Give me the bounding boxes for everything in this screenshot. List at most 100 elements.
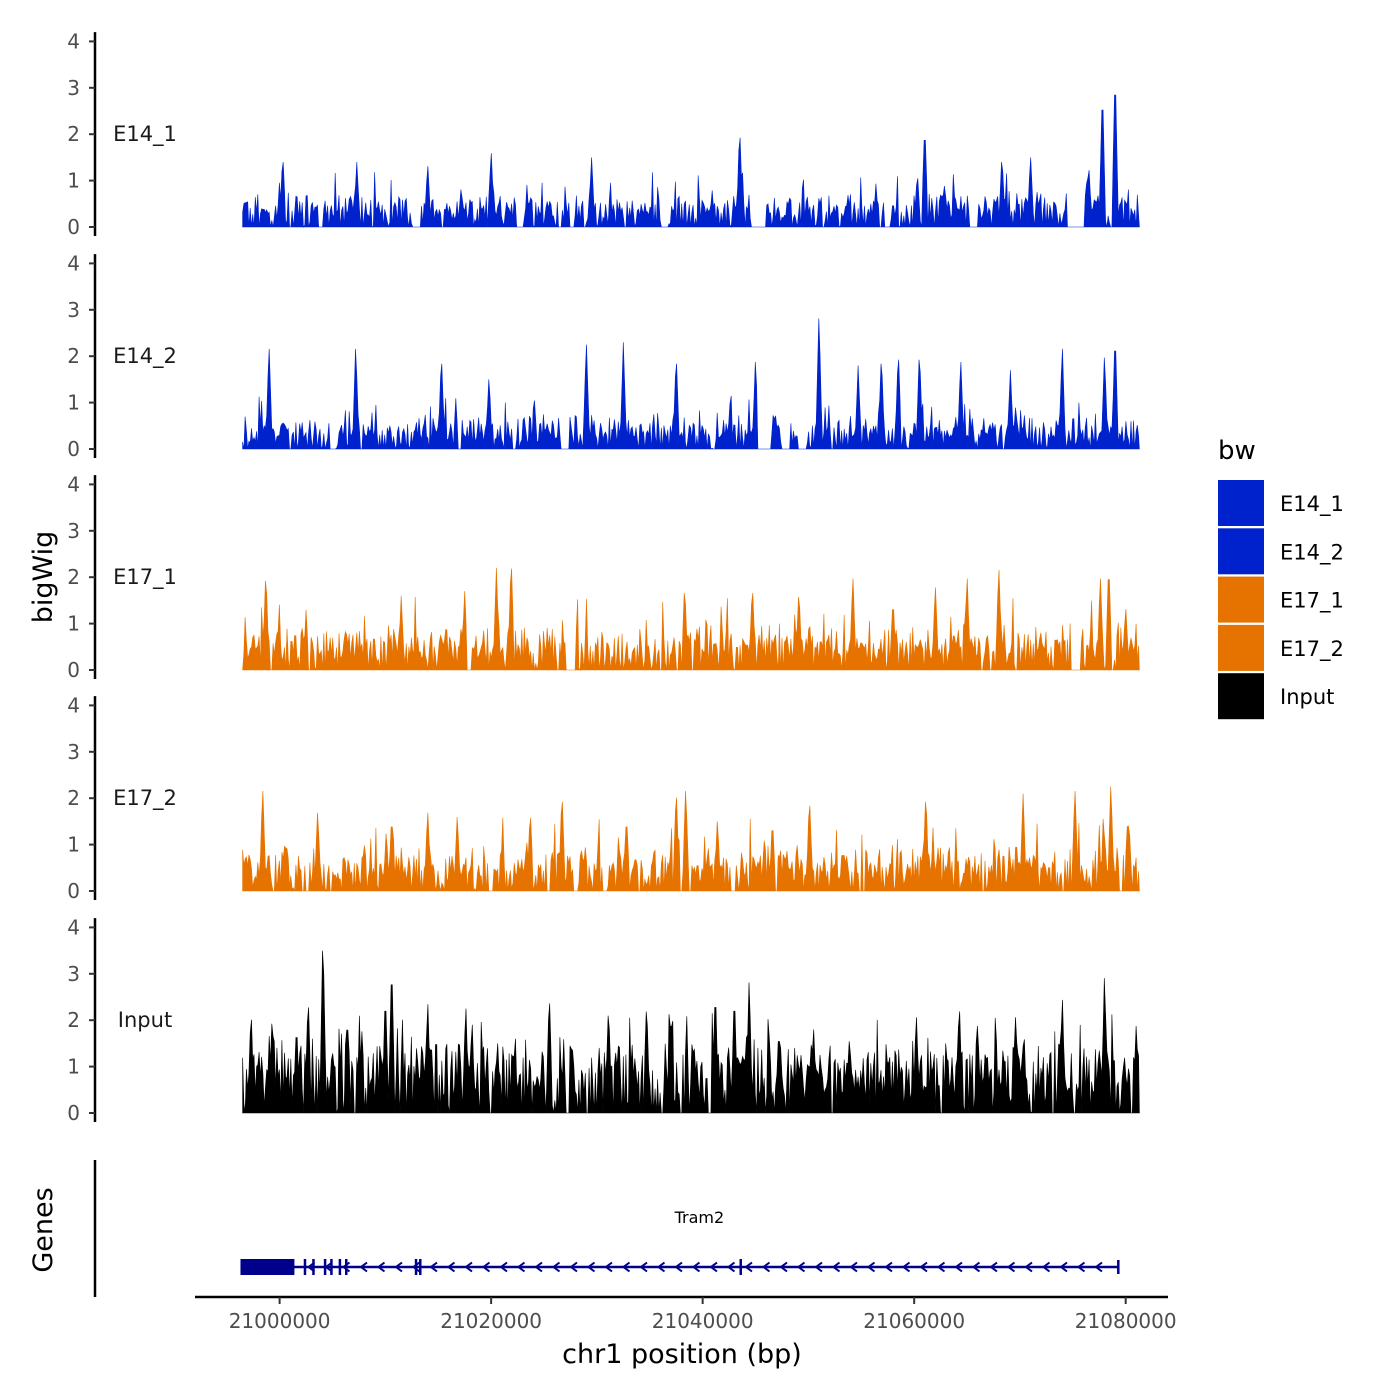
signal-tracks: 0 1 2 3 4 E14_1 0 1 2 3 4 E14_2 0 1 2 3 4 E17_1 0 1 2 3 4 E17_2… [67, 29, 1140, 1125]
strand-arrow-41 [1024, 1261, 1033, 1273]
strand-arrow-5 [394, 1261, 403, 1273]
y-tick-label-E17_2-1: 1 [67, 833, 80, 857]
track-label-Input: Input [118, 1008, 172, 1032]
track-label-E14_2: E14_2 [113, 344, 177, 369]
x-axis-title: chr1 position (bp) [562, 1339, 802, 1370]
gene-Tram2: Tram2 [240, 1208, 1120, 1275]
x-axis: 21000000 21020000 21040000 21060000 21080000 [195, 1295, 1177, 1333]
strand-arrow-18 [621, 1261, 631, 1273]
y-tick-label-E14_1-0: 0 [67, 215, 80, 239]
legend-swatch-E14_2 [1218, 528, 1264, 575]
y-tick-label-Input-0: 0 [67, 1101, 80, 1125]
strand-arrow-42 [1041, 1261, 1051, 1273]
track-E14_2: 0 1 2 3 4 E14_2 [67, 251, 1140, 461]
strand-arrow-37 [954, 1261, 963, 1273]
strand-arrow-6 [411, 1261, 421, 1273]
strand-arrow-9 [464, 1261, 473, 1273]
strand-arrow-21 [674, 1261, 683, 1273]
y-tick-label-E14_2-2: 2 [67, 344, 80, 368]
y-tick-label-E17_1-3: 3 [67, 519, 80, 543]
x-tick-label-21040000: 21040000 [652, 1309, 754, 1333]
strand-arrow-10 [481, 1261, 491, 1273]
legend-label-E17_1: E17_1 [1280, 589, 1344, 614]
strand-arrow-32 [866, 1261, 876, 1273]
y-tick-label-Input-4: 4 [67, 915, 80, 939]
strand-arrow-19 [639, 1261, 648, 1273]
track-E17_2: 0 1 2 3 4 E17_2 [67, 693, 1140, 903]
strand-arrow-28 [796, 1261, 806, 1273]
y-tick-label-E17_2-4: 4 [67, 693, 80, 717]
y-tick-label-E17_2-3: 3 [67, 740, 80, 764]
y-tick-label-E17_2-2: 2 [67, 786, 80, 810]
y-tick-label-Input-3: 3 [67, 962, 80, 986]
x-tick-label-21080000: 21080000 [1075, 1309, 1177, 1333]
strand-arrow-43 [1059, 1261, 1068, 1273]
track-label-E14_1: E14_1 [113, 122, 177, 147]
strand-arrow-29 [814, 1261, 823, 1273]
strand-arrow-25 [744, 1261, 753, 1273]
strand-arrow-4 [376, 1261, 386, 1273]
signal-area-E14_2 [242, 318, 1140, 450]
strand-arrow-2 [341, 1261, 351, 1273]
strand-arrow-44 [1076, 1261, 1086, 1273]
strand-arrow-23 [709, 1261, 718, 1273]
strand-arrow-31 [849, 1261, 858, 1273]
strand-arrow-17 [604, 1261, 613, 1273]
strand-arrow-16 [586, 1261, 596, 1273]
genes-panel: Tram2 [93, 1160, 1120, 1297]
track-E17_1: 0 1 2 3 4 E17_1 [67, 472, 1140, 682]
y-tick-label-E17_1-0: 0 [67, 658, 80, 682]
legend-swatch-E14_1 [1218, 480, 1264, 526]
y-tick-label-E17_1-2: 2 [67, 565, 80, 589]
y-tick-label-E14_1-3: 3 [67, 76, 80, 100]
strand-arrow-8 [446, 1261, 456, 1273]
x-tick-label-21020000: 21020000 [440, 1309, 542, 1333]
legend-label-E14_2: E14_2 [1280, 540, 1344, 565]
signal-area-E17_2 [242, 786, 1140, 893]
y-tick-label-E17_1-4: 4 [67, 472, 80, 496]
y-tick-label-E14_1-2: 2 [67, 122, 80, 146]
legend-swatch-E17_1 [1218, 576, 1264, 623]
strand-arrow-33 [884, 1261, 893, 1273]
y-tick-label-E14_1-1: 1 [67, 169, 80, 193]
y-tick-label-E17_1-1: 1 [67, 612, 80, 636]
strand-arrow-7 [429, 1261, 438, 1273]
legend-label-E14_1: E14_1 [1280, 492, 1344, 517]
strand-arrow-11 [499, 1261, 508, 1273]
y-tick-label-E14_2-3: 3 [67, 298, 80, 322]
strand-arrow-22 [691, 1261, 701, 1273]
legend-title: bw [1218, 436, 1256, 466]
strand-arrow-35 [919, 1261, 928, 1273]
strand-arrow-27 [779, 1261, 788, 1273]
strand-arrow-30 [831, 1261, 841, 1273]
track-Input: 0 1 2 3 4 Input [67, 915, 1140, 1125]
track-label-E17_2: E17_2 [113, 786, 177, 811]
signal-area-Input [242, 950, 1140, 1114]
y-tick-label-E14_2-1: 1 [67, 391, 80, 415]
genes-axis-title: Genes [28, 1187, 59, 1272]
strand-arrow-36 [936, 1261, 946, 1273]
strand-arrow-20 [656, 1261, 666, 1273]
strand-arrow-45 [1094, 1261, 1103, 1273]
y-tick-label-Input-2: 2 [67, 1008, 80, 1032]
strand-arrow-38 [971, 1261, 981, 1273]
y-tick-label-E14_2-4: 4 [67, 251, 80, 275]
strand-arrow-40 [1006, 1261, 1016, 1273]
legend-label-E17_2: E17_2 [1280, 637, 1344, 662]
y-tick-label-Input-1: 1 [67, 1055, 80, 1079]
strand-arrow-24 [726, 1261, 736, 1273]
y-tick-label-E14_2-0: 0 [67, 437, 80, 461]
track-E14_1: 0 1 2 3 4 E14_1 [67, 29, 1140, 239]
signal-area-E17_1 [242, 567, 1140, 671]
track-label-E17_1: E17_1 [113, 565, 177, 590]
x-tick-label-21000000: 21000000 [229, 1309, 331, 1333]
strand-arrow-3 [359, 1261, 368, 1273]
signal-area-E14_1 [242, 94, 1140, 229]
legend-label-Input: Input [1280, 685, 1334, 709]
strand-arrow-12 [516, 1261, 526, 1273]
gene-exon-thick [240, 1259, 295, 1275]
legend: bw E14_1 E14_2 E17_1 E17_2 Input [1218, 436, 1344, 720]
gene-label-Tram2: Tram2 [674, 1208, 725, 1227]
x-tick-label-21060000: 21060000 [863, 1309, 965, 1333]
